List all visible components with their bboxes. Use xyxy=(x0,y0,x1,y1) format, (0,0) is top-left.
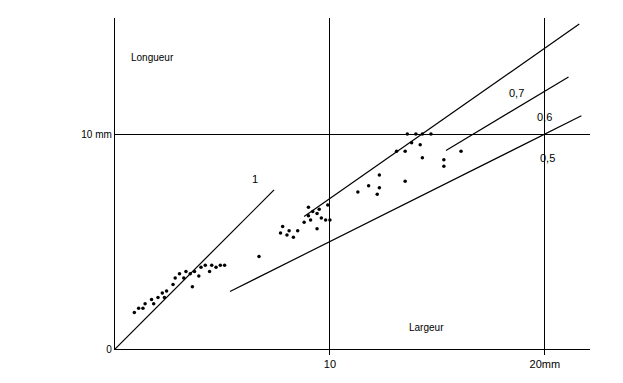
svg-text:10 mm: 10 mm xyxy=(81,129,112,140)
svg-text:1: 1 xyxy=(252,173,258,185)
svg-text:Longueur: Longueur xyxy=(131,52,174,63)
svg-text:Largeur: Largeur xyxy=(409,322,444,333)
svg-text:0,7: 0,7 xyxy=(509,87,524,99)
svg-text:20mm: 20mm xyxy=(530,358,561,370)
svg-text:0,5: 0,5 xyxy=(540,152,555,164)
svg-text:0,6: 0,6 xyxy=(537,111,552,123)
svg-text:10: 10 xyxy=(324,358,336,370)
svg-text:0: 0 xyxy=(106,344,112,355)
